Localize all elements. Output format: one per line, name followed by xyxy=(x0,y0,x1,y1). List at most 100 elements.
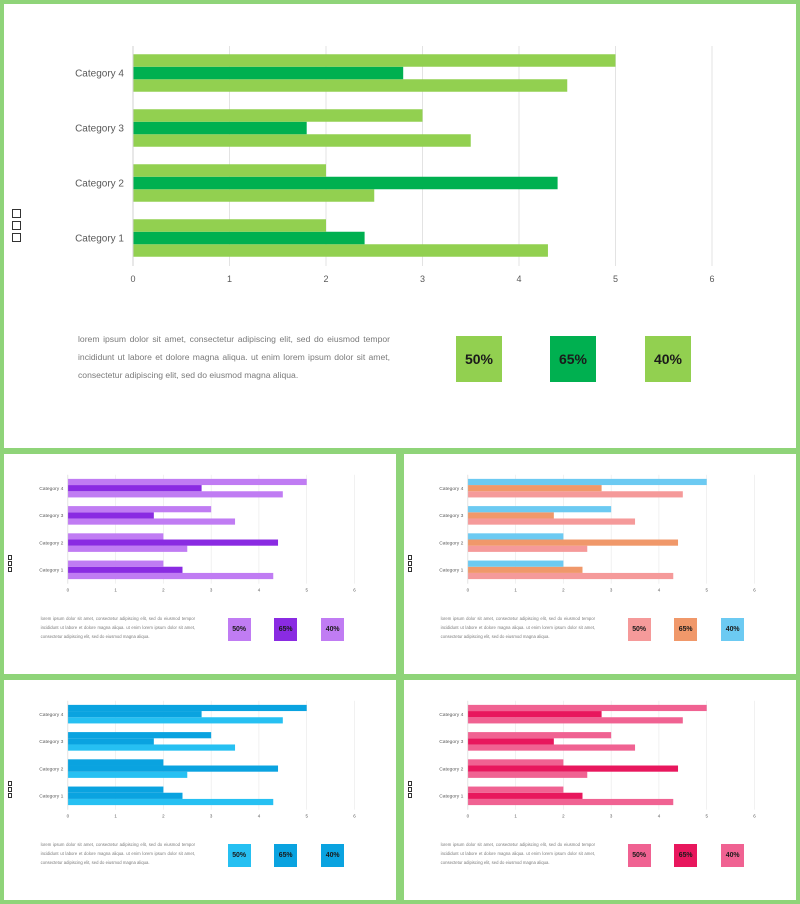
percent-badge: 65% xyxy=(674,844,698,868)
bar-series2-category-4 xyxy=(467,485,602,492)
category-label: Category 2 xyxy=(75,179,124,190)
bar-series1-category-3 xyxy=(67,518,236,525)
percent-badge: 65% xyxy=(274,844,298,868)
x-tick-label: 1 xyxy=(227,274,232,284)
legend-squares xyxy=(12,209,21,242)
x-tick-label: 4 xyxy=(258,588,261,593)
description-text: lorem ipsum dolor sit amet, consectetur … xyxy=(78,334,390,380)
bar-series3-category-4 xyxy=(133,54,616,67)
bar-series1-category-2 xyxy=(67,545,188,552)
category-label: Category 1 xyxy=(439,794,463,800)
bar-series1-category-4 xyxy=(467,491,683,498)
x-tick-label: 3 xyxy=(610,588,613,593)
bar-series2-category-1 xyxy=(133,231,365,245)
x-tick-label: 2 xyxy=(562,588,565,593)
bar-series2-category-3 xyxy=(467,512,554,519)
bar-series3-category-3 xyxy=(467,732,612,739)
x-tick-label: 0 xyxy=(467,814,470,819)
x-tick-label: 1 xyxy=(114,588,117,593)
x-tick-label: 2 xyxy=(323,274,328,284)
x-tick-label: 2 xyxy=(162,588,165,593)
description-text: lorem ipsum dolor sit amet, consectetur … xyxy=(440,616,596,640)
slide-salmon: Category 1 Category 2 Category 3 Category 4… xyxy=(404,454,796,674)
x-tick-label: 6 xyxy=(353,588,356,593)
bar-series3-category-4 xyxy=(467,704,707,712)
bar-series3-category-4 xyxy=(467,478,707,486)
bar-series3-category-2 xyxy=(133,164,326,177)
bar-series3-category-3 xyxy=(67,732,212,739)
bar-series2-category-2 xyxy=(67,765,279,772)
bar-series3-category-3 xyxy=(467,506,612,513)
bar-series2-category-4 xyxy=(67,485,202,492)
bar-series3-category-1 xyxy=(67,786,164,793)
description-text: lorem ipsum dolor sit amet, consectetur … xyxy=(40,842,196,866)
legend-square xyxy=(407,781,413,786)
legend-squares xyxy=(7,781,13,798)
category-label: Category 4 xyxy=(439,486,463,492)
bar-series2-category-1 xyxy=(67,566,183,573)
bar-series1-category-4 xyxy=(133,79,568,92)
legend-squares xyxy=(407,781,413,798)
x-tick-label: 2 xyxy=(162,814,165,819)
x-tick-label: 6 xyxy=(709,274,714,284)
bar-series3-category-1 xyxy=(467,560,564,567)
category-label: Category 1 xyxy=(439,568,463,574)
category-label: Category 3 xyxy=(439,513,463,519)
category-label: Category 1 xyxy=(39,794,63,800)
legend-square xyxy=(7,787,13,792)
legend-squares xyxy=(407,555,413,572)
x-tick-label: 3 xyxy=(420,274,425,284)
legend-square xyxy=(407,787,413,792)
category-label: Category 2 xyxy=(439,540,463,546)
bar-series3-category-1 xyxy=(67,560,164,567)
bar-series2-category-1 xyxy=(467,566,583,573)
bar-series2-category-3 xyxy=(67,512,154,519)
bar-series2-category-4 xyxy=(133,66,404,80)
x-tick-label: 4 xyxy=(516,274,521,284)
bar-series1-category-3 xyxy=(67,744,236,751)
legend-squares xyxy=(7,555,13,572)
bar-series1-category-4 xyxy=(67,491,283,498)
bar-series1-category-2 xyxy=(467,545,588,552)
legend-square xyxy=(12,221,21,230)
percent-badge: 65% xyxy=(674,618,698,642)
legend-square xyxy=(7,555,13,560)
legend-square xyxy=(12,233,21,242)
x-tick-label: 5 xyxy=(613,274,618,284)
x-tick-label: 6 xyxy=(753,814,756,819)
bar-series1-category-1 xyxy=(67,572,274,580)
x-tick-label: 6 xyxy=(353,814,356,819)
bar-series2-category-2 xyxy=(67,539,279,546)
category-label: Category 4 xyxy=(39,486,63,492)
bar-series1-category-1 xyxy=(67,798,274,806)
x-tick-label: 1 xyxy=(514,814,517,819)
bar-series3-category-4 xyxy=(67,704,307,712)
x-tick-label: 1 xyxy=(114,814,117,819)
percent-badge: 40% xyxy=(321,618,345,642)
x-tick-label: 4 xyxy=(658,588,661,593)
x-tick-label: 3 xyxy=(210,588,213,593)
legend-square xyxy=(407,567,413,572)
category-label: Category 2 xyxy=(39,540,63,546)
category-label: Category 1 xyxy=(39,568,63,574)
bar-chart: Category 1 Category 2 Category 3 Category 4… xyxy=(75,46,715,284)
bar-series1-category-1 xyxy=(467,572,674,580)
x-tick-label: 0 xyxy=(130,274,135,284)
category-label: Category 1 xyxy=(75,234,124,245)
percent-badge: 50% xyxy=(627,844,651,868)
legend-square xyxy=(7,567,13,572)
bar-series2-category-1 xyxy=(467,792,583,799)
bar-series1-category-2 xyxy=(467,771,588,778)
bar-series1-category-1 xyxy=(467,798,674,806)
slide-blue: Category 1 Category 2 Category 3 Category 4… xyxy=(4,680,396,900)
description-text: lorem ipsum dolor sit amet, consectetur … xyxy=(440,842,596,866)
slide-main: Category 1 Category 2 Category 3 Category 4… xyxy=(4,4,796,448)
x-tick-label: 5 xyxy=(305,588,308,593)
percent-badge: 65% xyxy=(274,618,298,642)
bar-chart: Category 1 Category 2 Category 3 Category 4… xyxy=(439,474,756,593)
bar-series1-category-3 xyxy=(467,518,636,525)
x-tick-label: 1 xyxy=(514,588,517,593)
bar-series1-category-3 xyxy=(133,134,471,147)
legend-square xyxy=(12,209,21,218)
percent-badge: 50% xyxy=(227,618,251,642)
